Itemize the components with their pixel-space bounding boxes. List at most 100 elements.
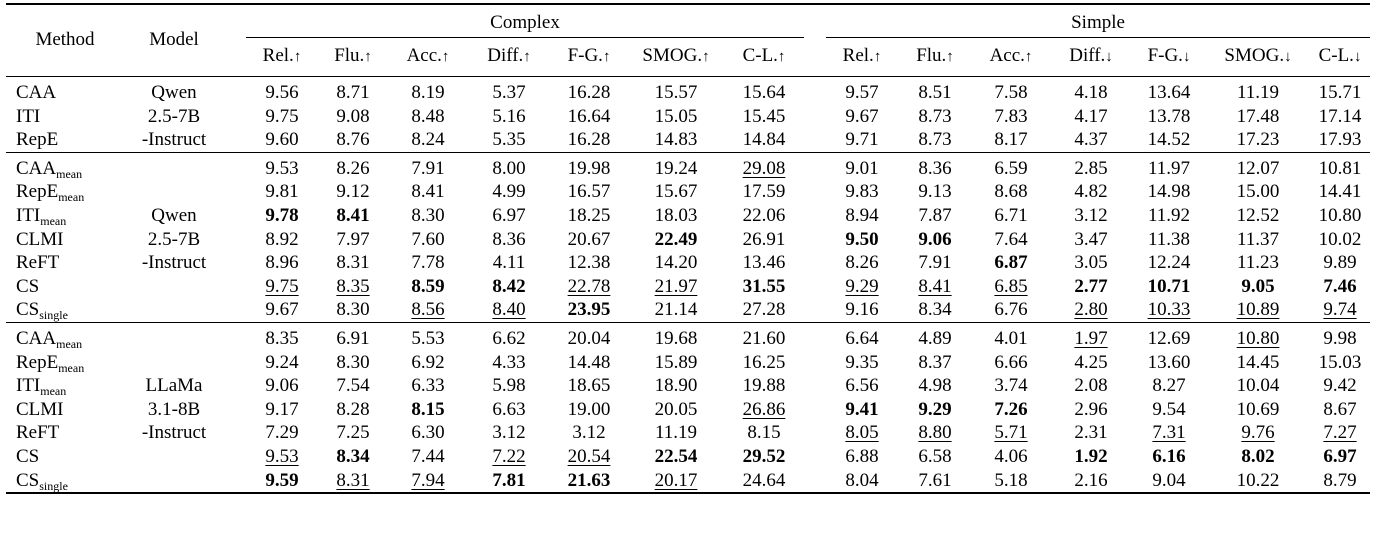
model-cell: Qwen: [151, 204, 197, 226]
gap-cell: [804, 374, 826, 398]
table-row: CSsingle 9.59 8.31 7.94 7.81 21.63 20.17 24.64 8…: [6, 468, 1371, 495]
group-header-simple: Simple: [826, 3, 1371, 38]
model-header: Model: [124, 3, 224, 77]
table-row: RepE -Instruct 9.60 8.76 8.24 5.35 16.28 14.83 1…: [6, 128, 1370, 152]
value-cell: 8.30: [336, 351, 370, 373]
value-cell: 18.65: [567, 375, 611, 397]
value-cell: 15.64: [724, 75, 804, 105]
gap-cell: [804, 105, 826, 129]
value-cell: 9.06: [918, 228, 952, 250]
value-cell: 12.07: [1206, 151, 1310, 181]
value-cell: 9.75: [265, 275, 299, 297]
value-cell: 7.27: [1323, 422, 1357, 444]
header-row-metrics: Rel.↑ Flu.↑ Acc.↑ Diff.↑ F-G.↑ SMOG.↑ C-L.↑ Rel…: [6, 38, 1370, 77]
model-cell: [124, 151, 224, 181]
method-cell: RepEmean: [16, 351, 85, 375]
gap-cell: [224, 468, 246, 495]
value-cell: 8.37: [918, 351, 952, 373]
value-cell: 7.87: [918, 204, 952, 226]
model-cell: [124, 321, 224, 351]
value-cell: 8.36: [492, 228, 526, 250]
value-cell: 6.97: [492, 204, 526, 226]
arrow-icon: ↑: [777, 49, 786, 66]
value-cell: 7.29: [265, 422, 299, 444]
metric-header: Acc.↑: [406, 45, 450, 67]
results-table-container: Method Model Complex Simple Rel.↑ Flu.↑ Acc.↑ D…: [6, 3, 1371, 495]
value-cell: 7.91: [388, 151, 468, 181]
value-cell: 3.12: [492, 422, 526, 444]
model-cell: -Instruct: [141, 422, 207, 444]
value-cell: 14.83: [654, 129, 698, 151]
model-cell: 3.1-8B: [147, 398, 201, 420]
value-cell: 8.30: [411, 204, 445, 226]
gap-cell: [804, 38, 826, 77]
value-cell: 8.92: [265, 228, 299, 250]
value-cell: 18.25: [567, 204, 611, 226]
value-cell: 13.64: [1132, 75, 1206, 105]
gap-cell: [804, 180, 826, 204]
value-cell: 8.17: [994, 129, 1028, 151]
value-cell: 4.37: [1074, 129, 1108, 151]
value-cell: 8.24: [411, 129, 445, 151]
value-cell: 6.16: [1152, 445, 1186, 467]
value-cell: 18.90: [654, 375, 698, 397]
arrow-icon: ↑: [364, 49, 372, 66]
value-cell: 4.06: [994, 445, 1028, 467]
arrow-icon: ↓: [1284, 49, 1292, 66]
value-cell: 4.98: [918, 375, 952, 397]
value-cell: 4.25: [1074, 351, 1108, 373]
gap-cell: [804, 321, 826, 351]
arrow-icon: ↑: [441, 49, 450, 66]
arrow-icon: ↑: [602, 49, 611, 66]
value-cell: 16.28: [567, 129, 611, 151]
value-cell: 9.59: [246, 468, 318, 495]
value-cell: 6.87: [994, 252, 1028, 274]
arrow-icon: ↑: [702, 49, 710, 66]
value-cell: 17.23: [1236, 129, 1280, 151]
value-cell: 10.80: [1206, 321, 1310, 351]
value-cell: 10.04: [1236, 375, 1280, 397]
value-cell: 8.73: [918, 105, 952, 127]
value-cell: 14.20: [654, 252, 698, 274]
value-cell: 7.46: [1323, 275, 1357, 297]
method-cell: CLMI: [16, 398, 64, 420]
value-cell: 10.02: [1318, 228, 1362, 250]
method-cell: RepE: [16, 129, 59, 151]
gap-cell: [804, 251, 826, 275]
arrow-icon: ↑: [946, 49, 954, 66]
metric-header: Rel.↑: [842, 45, 882, 67]
value-cell: 9.81: [265, 181, 299, 203]
value-cell: 9.01: [826, 151, 898, 181]
value-cell: 15.05: [654, 105, 698, 127]
method-cell: CAAmean: [6, 151, 124, 181]
value-cell: 9.57: [826, 75, 898, 105]
gap-cell: [224, 105, 246, 129]
value-cell: 1.92: [1074, 445, 1108, 467]
value-cell: 10.33: [1147, 299, 1191, 321]
gap-cell: [224, 351, 246, 375]
gap-cell: [224, 445, 246, 469]
value-cell: 15.71: [1310, 75, 1371, 105]
method-cell: CLMI: [16, 228, 64, 250]
metric-header: Diff.↑: [487, 45, 531, 67]
gap-cell: [804, 298, 826, 322]
value-cell: 10.69: [1236, 398, 1280, 420]
value-cell: 9.71: [845, 129, 879, 151]
value-cell: 9.24: [265, 351, 299, 373]
value-cell: 4.11: [492, 252, 526, 274]
value-cell: 18.03: [654, 204, 698, 226]
value-cell: 8.26: [318, 151, 388, 181]
value-cell: 4.33: [492, 351, 526, 373]
model-cell: [124, 468, 224, 495]
gap-cell: [224, 398, 246, 422]
gap-cell: [224, 204, 246, 228]
value-cell: 9.74: [1323, 299, 1357, 321]
value-cell: 8.68: [994, 181, 1028, 203]
value-cell: 8.48: [411, 105, 445, 127]
header-row-groups: Method Model Complex Simple: [6, 3, 1371, 77]
value-cell: 12.69: [1132, 321, 1206, 351]
value-cell: 14.52: [1147, 129, 1191, 151]
table-row: ITI 2.5-7B 9.75 9.08 8.48 5.16 16.64 15.05 15.45…: [6, 105, 1370, 129]
value-cell: 14.98: [1147, 181, 1191, 203]
method-cell: CAA: [6, 75, 124, 105]
